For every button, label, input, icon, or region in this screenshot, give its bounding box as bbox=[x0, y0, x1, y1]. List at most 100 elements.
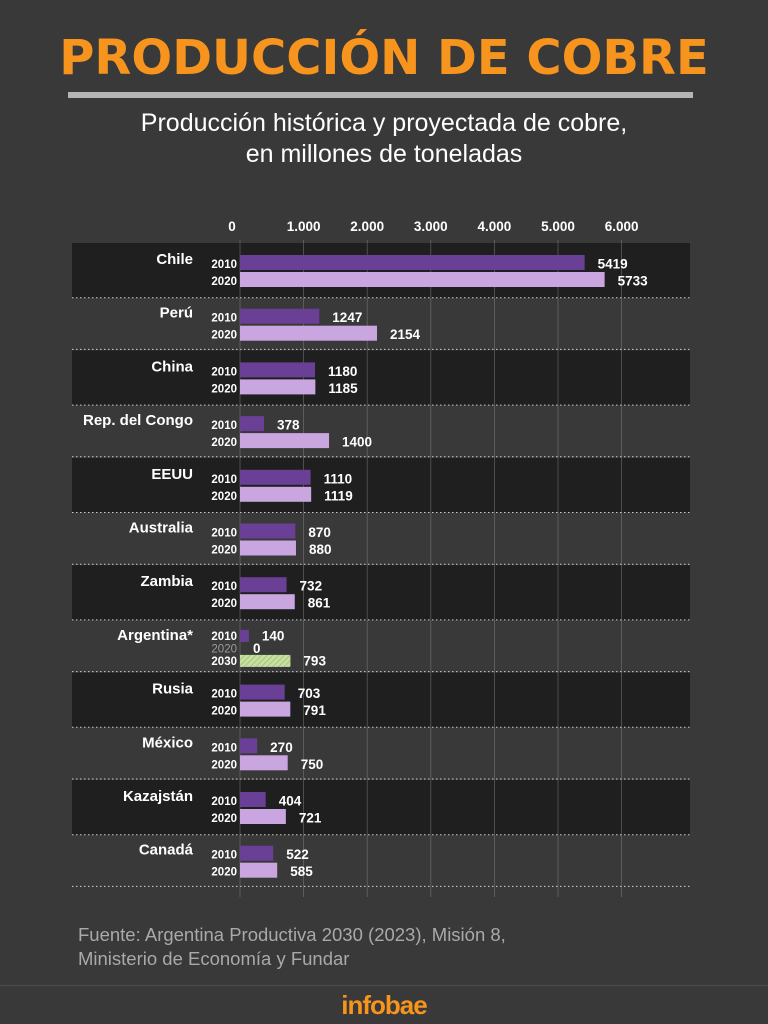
bar-value-label: 2154 bbox=[390, 327, 421, 342]
bar-value-label: 721 bbox=[299, 811, 322, 826]
bar-value-label: 1110 bbox=[324, 471, 353, 486]
year-label: 2010 bbox=[211, 366, 237, 378]
bar-2010 bbox=[240, 523, 296, 539]
bar-value-label: 0 bbox=[253, 641, 261, 656]
bar-2020 bbox=[240, 486, 312, 502]
year-label: 2020 bbox=[211, 330, 237, 342]
x-tick-label: 0 bbox=[228, 219, 236, 234]
country-label: Rusia bbox=[152, 681, 194, 698]
chart-title: PRODUCCIÓN DE COBRE bbox=[59, 30, 709, 86]
bar-2010 bbox=[240, 416, 265, 432]
source-line-2: Ministerio de Economía y Fundar bbox=[78, 948, 350, 969]
bar-2010 bbox=[240, 792, 266, 807]
bar-2020 bbox=[240, 809, 286, 824]
bar-value-label: 793 bbox=[303, 653, 326, 668]
year-label: 2010 bbox=[211, 742, 237, 754]
year-label: 2020 bbox=[211, 545, 237, 557]
bar-2010 bbox=[240, 738, 258, 754]
chart-subtitle: Producción histórica y proyectada de cob… bbox=[0, 108, 768, 170]
subtitle-line-1: Producción histórica y proyectada de cob… bbox=[140, 109, 628, 137]
bar-2020 bbox=[240, 701, 291, 717]
bar-value-label: 270 bbox=[270, 740, 293, 755]
year-label: 2020 bbox=[211, 759, 237, 771]
year-label: 2020 bbox=[211, 437, 237, 449]
row-band bbox=[72, 350, 690, 406]
bar-2010 bbox=[240, 577, 287, 593]
bar-value-label: 861 bbox=[308, 596, 331, 611]
year-label: 2020 bbox=[211, 706, 237, 718]
bar-value-label: 750 bbox=[301, 757, 324, 772]
bar-value-label: 1119 bbox=[324, 488, 353, 503]
bar-value-label: 378 bbox=[277, 418, 300, 433]
bar-value-label: 404 bbox=[279, 794, 302, 809]
year-label: 2030 bbox=[211, 656, 237, 668]
brand-logo: infobae bbox=[341, 990, 427, 1020]
bar-2010 bbox=[240, 308, 320, 324]
year-label: 2020 bbox=[211, 383, 237, 395]
x-tick-label: 4.000 bbox=[478, 219, 512, 234]
title-divider bbox=[68, 92, 693, 98]
bar-value-label: 522 bbox=[286, 847, 309, 862]
bar-value-label: 5733 bbox=[618, 274, 649, 289]
x-tick-label: 2.000 bbox=[350, 219, 384, 234]
bar-2020 bbox=[240, 862, 278, 878]
row-band bbox=[72, 565, 690, 620]
country-label: Chile bbox=[156, 251, 193, 268]
bar-2010 bbox=[240, 362, 316, 378]
bar-2010 bbox=[240, 255, 585, 270]
bar-value-label: 732 bbox=[300, 579, 323, 594]
x-tick-label: 1.000 bbox=[287, 219, 321, 234]
row-band bbox=[72, 780, 690, 835]
source-line-1: Fuente: Argentina Productiva 2030 (2023)… bbox=[78, 924, 506, 945]
x-tick-label: 5.000 bbox=[541, 219, 575, 234]
country-label: Zambia bbox=[140, 573, 193, 590]
year-label: 2010 bbox=[211, 631, 237, 643]
bar-2010 bbox=[240, 684, 285, 700]
year-label: 2010 bbox=[211, 474, 237, 486]
country-label: Australia bbox=[129, 520, 194, 537]
country-label: EEUU bbox=[151, 466, 193, 483]
year-label: 2010 bbox=[211, 259, 237, 271]
bar-2020 bbox=[240, 433, 330, 449]
x-tick-label: 3.000 bbox=[414, 219, 448, 234]
year-label: 2020 bbox=[211, 598, 237, 610]
country-label: China bbox=[151, 358, 193, 375]
bar-2020 bbox=[240, 755, 288, 771]
bar-value-label: 791 bbox=[303, 703, 326, 718]
x-tick-label: 6.000 bbox=[605, 219, 639, 234]
bar-2030 bbox=[240, 654, 291, 667]
country-label: Perú bbox=[160, 305, 193, 322]
country-label: Canadá bbox=[139, 842, 194, 859]
row-band bbox=[72, 672, 690, 728]
bar-2010 bbox=[240, 469, 311, 485]
footer-divider bbox=[0, 985, 768, 986]
bar-value-label: 703 bbox=[298, 686, 321, 701]
bar-value-label: 870 bbox=[308, 525, 331, 540]
bar-value-label: 1247 bbox=[332, 310, 362, 325]
year-label: 2010 bbox=[211, 796, 237, 808]
year-label: 2020 bbox=[211, 276, 237, 288]
bar-value-label: 1180 bbox=[328, 364, 357, 379]
bar-2020 bbox=[240, 540, 296, 556]
country-label: Argentina* bbox=[117, 627, 193, 644]
bar-value-label: 585 bbox=[290, 864, 313, 879]
bar-2020 bbox=[240, 594, 295, 610]
year-label: 2010 bbox=[211, 528, 237, 540]
bar-2010 bbox=[240, 845, 274, 861]
bar-value-label: 140 bbox=[262, 628, 285, 643]
year-label: 2020 bbox=[211, 867, 237, 879]
year-label: 2010 bbox=[211, 313, 237, 325]
bar-2010 bbox=[240, 629, 249, 642]
source-note: Fuente: Argentina Productiva 2030 (2023)… bbox=[78, 923, 506, 971]
country-label: Kazajstán bbox=[123, 788, 193, 805]
bar-value-label: 1400 bbox=[342, 435, 372, 450]
bar-2020 bbox=[240, 272, 605, 287]
country-label: México bbox=[142, 734, 193, 751]
subtitle-line-2: en millones de toneladas bbox=[245, 140, 523, 168]
year-label: 2020 bbox=[211, 813, 237, 825]
bar-value-label: 1185 bbox=[328, 381, 358, 396]
year-label: 2010 bbox=[211, 581, 237, 593]
row-band bbox=[72, 243, 690, 298]
year-label: 2010 bbox=[211, 850, 237, 862]
year-label: 2010 bbox=[211, 420, 237, 432]
